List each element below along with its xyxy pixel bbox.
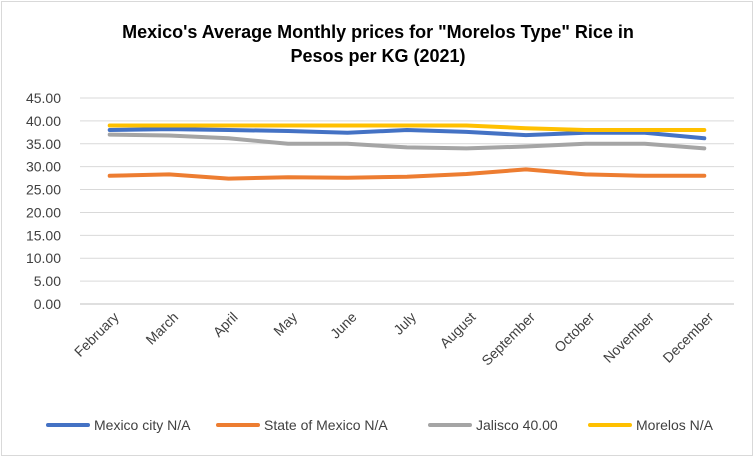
series-line-4 xyxy=(107,123,707,132)
series-line-2 xyxy=(107,167,707,181)
x-tick-label: June xyxy=(327,309,360,342)
y-tick-label: 35.00 xyxy=(26,136,61,152)
legend-label: Mexico city N/A xyxy=(94,417,191,433)
legend-label: Morelos N/A xyxy=(636,417,714,433)
x-tick-label: August xyxy=(436,309,478,351)
series-line-3 xyxy=(107,132,707,151)
x-tick-label: September xyxy=(478,309,538,369)
y-tick-label: 45.00 xyxy=(26,90,61,106)
y-tick-label: 20.00 xyxy=(26,204,61,220)
y-tick-label: 10.00 xyxy=(26,250,61,266)
legend-label: Jalisco 40.00 xyxy=(476,417,558,433)
series-line-1 xyxy=(107,127,707,141)
chart-title-line-2: Pesos per KG (2021) xyxy=(290,46,466,66)
y-tick-label: 30.00 xyxy=(26,159,61,175)
x-tick-label: March xyxy=(142,309,181,348)
y-tick-label: 0.00 xyxy=(34,296,61,312)
x-tick-label: April xyxy=(210,309,241,340)
y-tick-label: 25.00 xyxy=(26,182,61,198)
x-tick-label: May xyxy=(270,309,300,339)
x-tick-label: October xyxy=(551,309,598,356)
y-tick-label: 15.00 xyxy=(26,227,61,243)
y-tick-label: 5.00 xyxy=(34,273,61,289)
x-tick-label: December xyxy=(659,309,716,366)
chart-title: Mexico's Average Monthly prices for "Mor… xyxy=(0,20,756,68)
x-tick-label: February xyxy=(71,309,122,360)
x-tick-label: July xyxy=(390,309,419,338)
x-tick-label: November xyxy=(600,309,657,366)
chart-title-line-1: Mexico's Average Monthly prices for "Mor… xyxy=(122,22,634,42)
y-tick-label: 40.00 xyxy=(26,113,61,129)
legend-label: State of Mexico N/A xyxy=(264,417,388,433)
